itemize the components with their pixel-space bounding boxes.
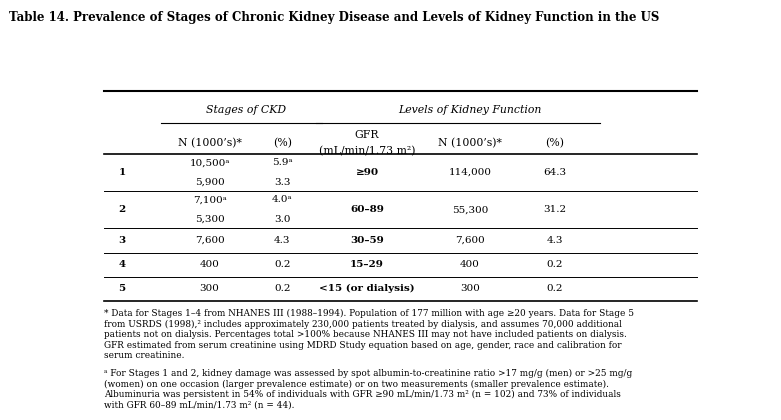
Text: 4: 4 xyxy=(118,260,126,269)
Text: 1: 1 xyxy=(118,168,126,177)
Text: (mL/min/1.73 m²): (mL/min/1.73 m²) xyxy=(319,146,415,157)
Text: 0.2: 0.2 xyxy=(547,284,563,294)
Text: GFR: GFR xyxy=(355,130,380,140)
Text: 114,000: 114,000 xyxy=(448,168,491,177)
Text: 0.2: 0.2 xyxy=(274,284,291,294)
Text: Table 14. Prevalence of Stages of Chronic Kidney Disease and Levels of Kidney Fu: Table 14. Prevalence of Stages of Chroni… xyxy=(9,10,660,24)
Text: 3: 3 xyxy=(118,236,126,245)
Text: 300: 300 xyxy=(200,284,219,294)
Text: 30–59: 30–59 xyxy=(350,236,383,245)
Text: 4.3: 4.3 xyxy=(274,236,291,245)
Text: 15–29: 15–29 xyxy=(350,260,384,269)
Text: Levels of Kidney Function: Levels of Kidney Function xyxy=(398,105,541,115)
Text: 4.0ᵃ: 4.0ᵃ xyxy=(272,195,293,205)
Text: 7,100ᵃ: 7,100ᵃ xyxy=(193,195,226,205)
Text: <15 (or dialysis): <15 (or dialysis) xyxy=(319,284,415,294)
Text: * Data for Stages 1–4 from NHANES III (1988–1994). Population of 177 million wit: * Data for Stages 1–4 from NHANES III (1… xyxy=(104,309,633,360)
Text: 5: 5 xyxy=(118,284,126,294)
Text: 5,900: 5,900 xyxy=(194,178,224,186)
Text: 400: 400 xyxy=(200,260,219,269)
Text: 400: 400 xyxy=(460,260,480,269)
Text: 31.2: 31.2 xyxy=(543,205,566,214)
Text: N (1000’s)*: N (1000’s)* xyxy=(177,138,241,149)
Text: 7,600: 7,600 xyxy=(455,236,485,245)
Text: (%): (%) xyxy=(273,138,292,149)
Text: 5,300: 5,300 xyxy=(194,215,224,224)
Text: Stages of CKD: Stages of CKD xyxy=(206,105,286,115)
Text: ᵃ For Stages 1 and 2, kidney damage was assessed by spot albumin-to-creatinine r: ᵃ For Stages 1 and 2, kidney damage was … xyxy=(104,369,632,410)
Text: 300: 300 xyxy=(460,284,480,294)
Text: 60–89: 60–89 xyxy=(350,205,384,214)
Text: 3.0: 3.0 xyxy=(274,215,291,224)
Text: 5.9ᵃ: 5.9ᵃ xyxy=(272,158,293,167)
Text: 10,500ᵃ: 10,500ᵃ xyxy=(189,158,230,167)
Text: 55,300: 55,300 xyxy=(451,205,488,214)
Text: 7,600: 7,600 xyxy=(194,236,224,245)
Text: 64.3: 64.3 xyxy=(543,168,566,177)
Text: 4.3: 4.3 xyxy=(547,236,563,245)
Text: 2: 2 xyxy=(118,205,126,214)
Text: N (1000’s)*: N (1000’s)* xyxy=(438,138,502,149)
Text: 0.2: 0.2 xyxy=(274,260,291,269)
Text: ≥90: ≥90 xyxy=(355,168,379,177)
Text: (%): (%) xyxy=(545,138,564,149)
Text: 0.2: 0.2 xyxy=(547,260,563,269)
Text: 3.3: 3.3 xyxy=(274,178,291,186)
